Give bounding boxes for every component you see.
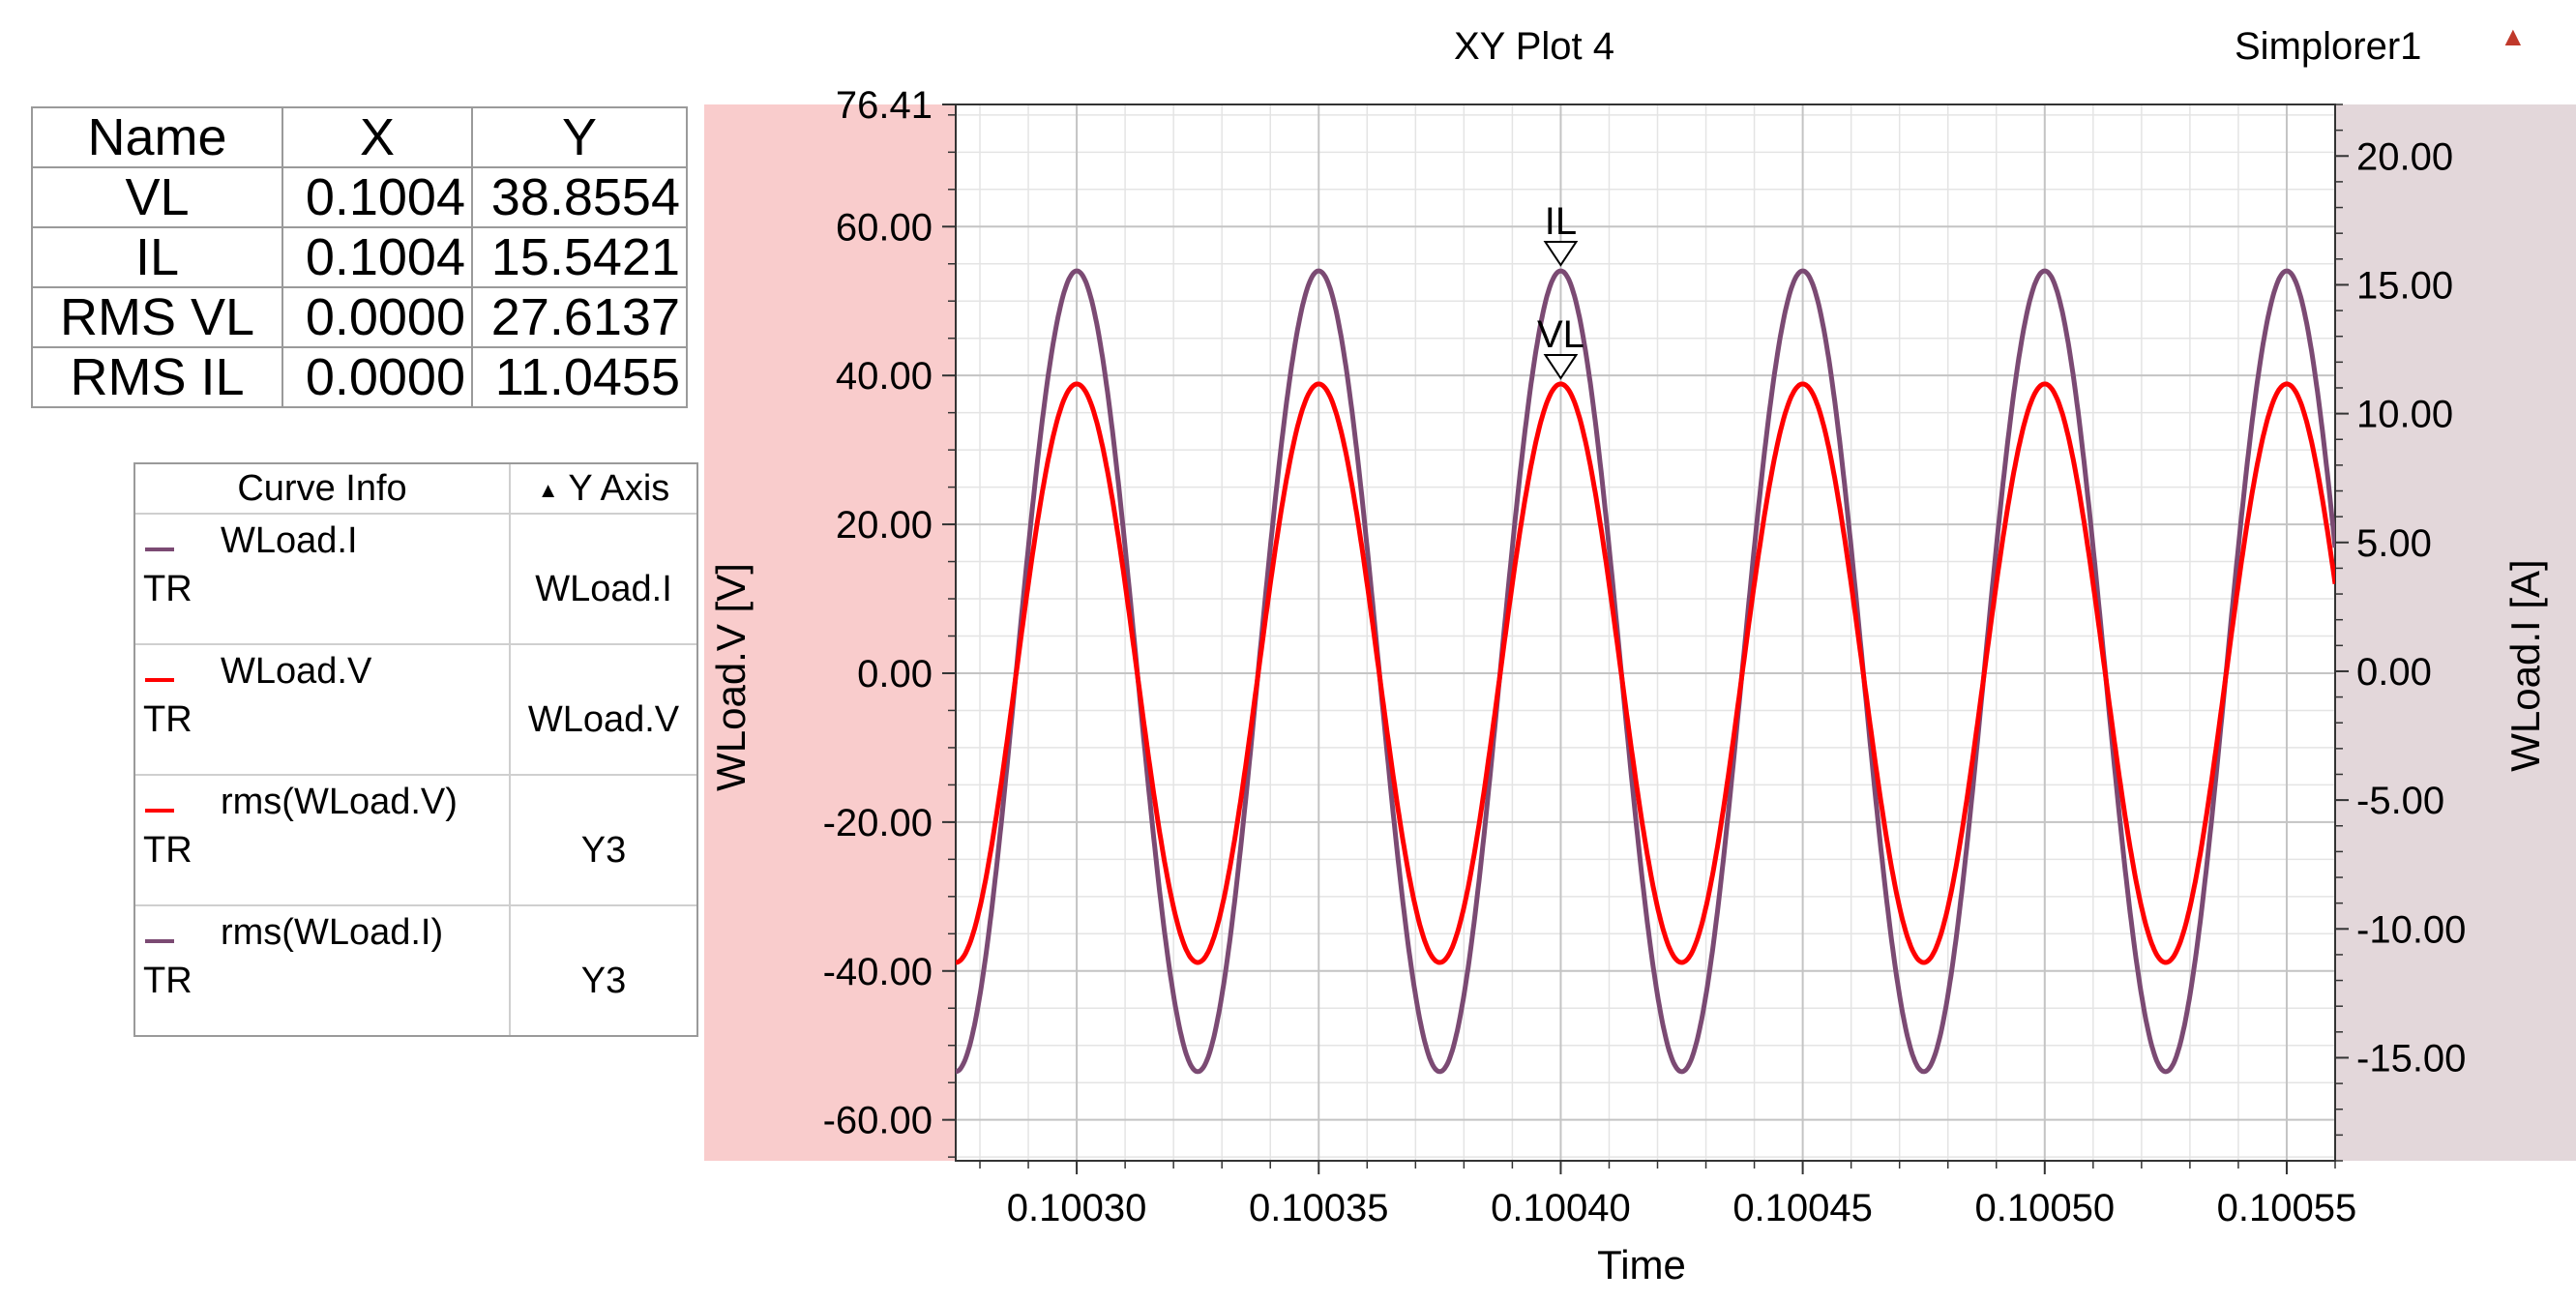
plot-area bbox=[956, 104, 2335, 1161]
x-tick-label: 0.10030 bbox=[1007, 1187, 1147, 1229]
legend-item[interactable]: WLoad.I TR WLoad.I bbox=[135, 515, 696, 645]
legend-item-name: rms(WLoad.V) bbox=[221, 782, 458, 822]
x-axis-label: Time bbox=[1597, 1242, 1686, 1287]
sort-arrow-icon[interactable]: ▲ bbox=[537, 477, 559, 502]
marker-name: VL bbox=[31, 166, 283, 228]
marker-y: 27.6137 bbox=[471, 286, 688, 348]
legend-header: Curve Info ▲ Y Axis bbox=[135, 464, 696, 515]
marker-y: 15.5421 bbox=[471, 226, 688, 288]
column-header-x[interactable]: X bbox=[281, 106, 473, 168]
y-right-tick-label: 15.00 bbox=[2356, 264, 2453, 307]
legend-item-context: TR bbox=[143, 699, 192, 740]
y-right-tick-label: 10.00 bbox=[2356, 394, 2453, 436]
legend-swatch bbox=[145, 939, 174, 943]
x-tick-label: 0.10040 bbox=[1491, 1187, 1631, 1229]
y-left-tick-label: -20.00 bbox=[823, 802, 933, 844]
y-left-tick-label: -60.00 bbox=[823, 1100, 933, 1142]
legend-column-y-axis-label: Y Axis bbox=[568, 468, 670, 509]
legend-item-name: WLoad.V bbox=[221, 651, 372, 692]
marker-y: 11.0455 bbox=[471, 346, 688, 408]
column-header-y[interactable]: Y bbox=[471, 106, 688, 168]
marker-triangle-icon bbox=[1543, 241, 1579, 267]
y-left-tick-label: -40.00 bbox=[823, 951, 933, 993]
marker-triangle-icon bbox=[1543, 353, 1579, 380]
legend-item-context: TR bbox=[143, 961, 192, 1001]
legend-column-curve-info[interactable]: Curve Info bbox=[135, 464, 511, 513]
table-row[interactable]: IL 0.1004 15.5421 bbox=[31, 226, 688, 288]
marker-x: 0.0000 bbox=[281, 346, 473, 408]
series-line-wload-v bbox=[956, 381, 2335, 965]
legend-item-context: TR bbox=[143, 830, 192, 871]
legend-swatch bbox=[145, 809, 174, 813]
marker-y: 38.8554 bbox=[471, 166, 688, 228]
marker-name: RMS VL bbox=[31, 286, 283, 348]
right-axis-band bbox=[2335, 104, 2576, 1161]
marker-table: Name X Y VL 0.1004 38.8554 IL 0.1004 15.… bbox=[31, 106, 688, 408]
x-tick-label: 0.10035 bbox=[1249, 1187, 1389, 1229]
plot-title: XY Plot 4 bbox=[1453, 25, 1615, 68]
y-right-tick-label: 20.00 bbox=[2356, 135, 2453, 178]
curve-info-legend: Curve Info ▲ Y Axis WLoad.I TR WLoad.I W… bbox=[133, 462, 698, 1037]
app-name: Simplorer1 bbox=[2235, 25, 2422, 68]
y-right-tick-label: 0.00 bbox=[2356, 651, 2432, 694]
legend-item[interactable]: WLoad.V TR WLoad.V bbox=[135, 645, 696, 776]
x-tick-label: 0.10050 bbox=[1974, 1187, 2115, 1229]
y-left-tick-label: 0.00 bbox=[857, 653, 933, 695]
y-right-axis-label: WLoad.I [A] bbox=[2502, 559, 2548, 771]
legend-item-axis: WLoad.I bbox=[535, 569, 672, 609]
marker-label: IL bbox=[1545, 200, 1577, 243]
y-right-tick-label: 5.00 bbox=[2356, 522, 2432, 565]
y-right-tick-label: -5.00 bbox=[2356, 780, 2444, 822]
y-left-tick-label: 40.00 bbox=[836, 355, 933, 398]
y-left-tick-label: 60.00 bbox=[836, 206, 933, 249]
legend-item-context: TR bbox=[143, 569, 192, 609]
ansys-logo-icon[interactable]: ▲ bbox=[2500, 21, 2527, 51]
table-row[interactable]: RMS VL 0.0000 27.6137 bbox=[31, 286, 688, 348]
legend-column-y-axis[interactable]: ▲ Y Axis bbox=[511, 464, 696, 513]
marker-x: 0.1004 bbox=[281, 226, 473, 288]
column-header-name[interactable]: Name bbox=[31, 106, 283, 168]
legend-item[interactable]: rms(WLoad.V) TR Y3 bbox=[135, 776, 696, 906]
left-axis-band bbox=[704, 104, 956, 1161]
plot-frame bbox=[955, 104, 2336, 1162]
marker-name: RMS IL bbox=[31, 346, 283, 408]
x-tick-label: 0.10055 bbox=[2217, 1187, 2357, 1229]
legend-item-axis: Y3 bbox=[580, 961, 627, 1001]
table-row[interactable]: VL 0.1004 38.8554 bbox=[31, 166, 688, 228]
marker-x: 0.1004 bbox=[281, 166, 473, 228]
x-tick-label: 0.10045 bbox=[1732, 1187, 1873, 1229]
y-right-tick-label: -10.00 bbox=[2356, 908, 2466, 951]
y-left-tick-label: 76.41 bbox=[836, 84, 933, 127]
legend-item-axis: WLoad.V bbox=[527, 699, 680, 740]
marker-table-header: Name X Y bbox=[31, 106, 688, 168]
marker-label: VL bbox=[1537, 313, 1584, 356]
y-left-tick-label: 20.00 bbox=[836, 504, 933, 547]
legend-swatch bbox=[145, 678, 174, 682]
legend-item-axis: Y3 bbox=[580, 830, 627, 871]
legend-swatch bbox=[145, 547, 174, 551]
legend-item-name: rms(WLoad.I) bbox=[221, 912, 444, 953]
marker-x: 0.0000 bbox=[281, 286, 473, 348]
y-left-axis-label: WLoad.V [V] bbox=[708, 563, 754, 791]
table-row[interactable]: RMS IL 0.0000 11.0455 bbox=[31, 346, 688, 408]
marker-name: IL bbox=[31, 226, 283, 288]
legend-item-name: WLoad.I bbox=[221, 520, 358, 561]
y-right-tick-label: -15.00 bbox=[2356, 1037, 2466, 1080]
legend-item[interactable]: rms(WLoad.I) TR Y3 bbox=[135, 906, 696, 1035]
